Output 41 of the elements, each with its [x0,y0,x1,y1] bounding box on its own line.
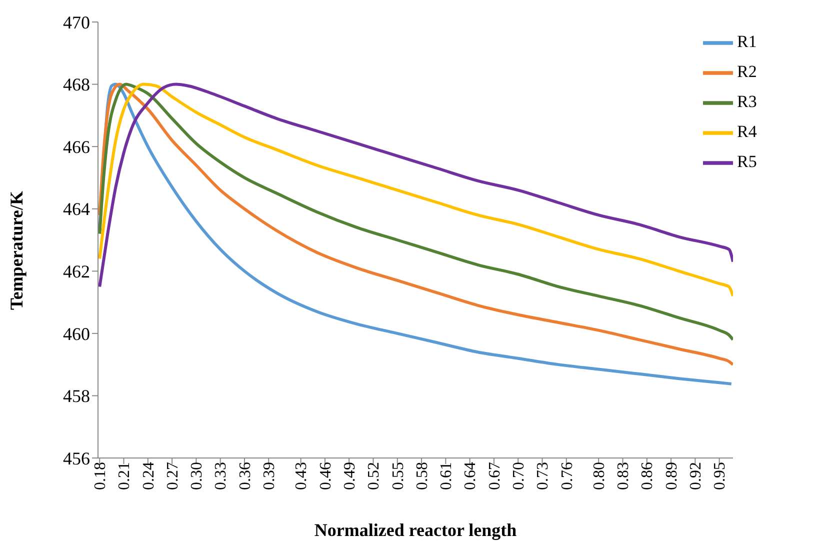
x-tick-label: 0.30 [188,462,206,490]
y-tick-label: 466 [63,136,90,157]
x-axis-title: Normalized reactor length [314,520,517,540]
y-tick-label: 460 [63,324,90,344]
x-tick-label: 0.83 [615,462,632,490]
x-tick-label: 0.89 [663,462,680,490]
x-tick-label: 0.58 [414,462,431,490]
legend-label: R2 [737,62,757,81]
y-tick-label: 462 [63,262,90,282]
y-tick-label: 456 [63,448,90,468]
x-tick-label: 0.70 [510,462,528,490]
legend-label: R5 [737,152,757,171]
x-tick-label: 0.27 [164,462,182,490]
x-tick-label: 0.86 [639,462,656,490]
x-tick-label: 0.52 [366,462,383,490]
x-tick-label: 0.67 [486,462,504,490]
x-tick-label: 0.24 [140,462,158,490]
legend-label: R3 [737,92,757,111]
y-axis-title: Temperature/K [6,191,26,310]
y-tick-label: 468 [63,74,90,95]
legend-label: R4 [737,122,757,141]
x-tick-label: 0.49 [341,462,358,490]
x-tick-label: 0.36 [236,462,254,490]
y-tick-label: 464 [63,199,90,220]
x-tick-label: 0.80 [590,462,608,490]
x-tick-label: 0.18 [92,462,109,490]
x-tick-label: 0.95 [712,462,729,490]
x-tick-label: 0.55 [390,462,407,490]
x-tick-label: 0.21 [116,462,134,490]
x-tick-label: 0.64 [462,462,480,490]
x-tick-label: 0.61 [438,462,456,490]
x-tick-label: 0.33 [212,462,230,490]
x-tick-label: 0.43 [293,462,310,490]
x-tick-label: 0.73 [534,462,552,490]
x-tick-label: 0.92 [688,462,705,490]
x-tick-label: 0.76 [558,462,576,490]
x-tick-label: 0.46 [317,462,334,490]
y-tick-label: 470 [63,12,90,32]
y-tick-label: 458 [63,386,90,406]
x-tick-label: 0.39 [260,462,278,490]
legend-label: R1 [737,32,757,51]
